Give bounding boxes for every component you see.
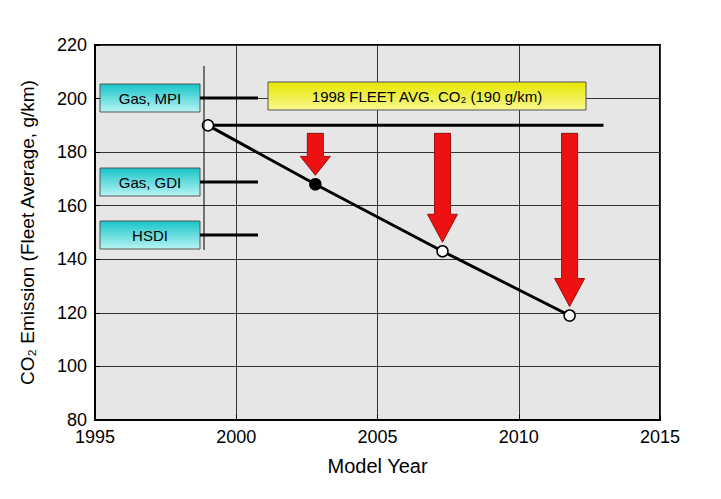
svg-text:1995: 1995 xyxy=(75,427,115,447)
svg-text:Gas, GDI: Gas, GDI xyxy=(119,174,182,191)
svg-text:140: 140 xyxy=(57,249,87,269)
svg-text:200: 200 xyxy=(57,89,87,109)
svg-text:160: 160 xyxy=(57,196,87,216)
svg-text:1998 FLEET AVG. CO₂ (190 g/km): 1998 FLEET AVG. CO₂ (190 g/km) xyxy=(312,88,542,105)
svg-text:2010: 2010 xyxy=(499,427,539,447)
svg-text:2005: 2005 xyxy=(357,427,397,447)
svg-text:Model Year: Model Year xyxy=(327,455,427,477)
svg-text:100: 100 xyxy=(57,356,87,376)
svg-text:220: 220 xyxy=(57,35,87,55)
svg-text:2000: 2000 xyxy=(216,427,256,447)
svg-text:180: 180 xyxy=(57,142,87,162)
svg-text:80: 80 xyxy=(67,410,87,430)
svg-text:HSDI: HSDI xyxy=(132,227,168,244)
svg-text:120: 120 xyxy=(57,303,87,323)
svg-text:2015: 2015 xyxy=(640,427,680,447)
svg-text:Gas, MPI: Gas, MPI xyxy=(119,90,182,107)
svg-text:CO₂ Emission (Fleet Average, g: CO₂ Emission (Fleet Average, g/km) xyxy=(17,80,38,385)
